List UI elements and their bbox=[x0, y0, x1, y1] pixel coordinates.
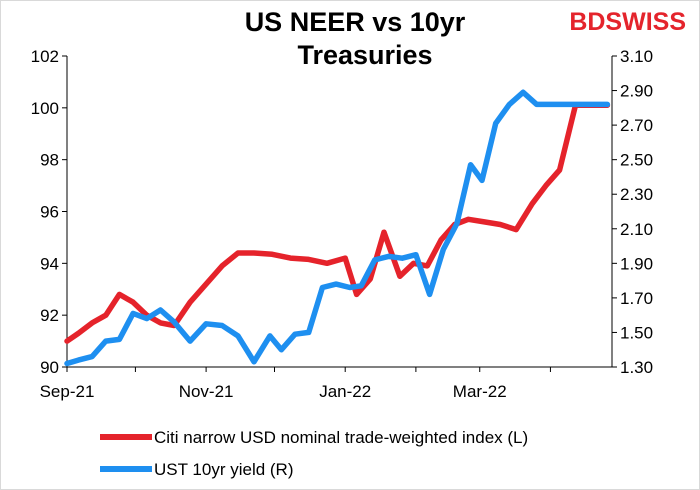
brand-logo-swiss: SWISS bbox=[605, 8, 686, 36]
y-left-tick-label: 100 bbox=[31, 99, 59, 118]
legend: Citi narrow USD nominal trade-weighted i… bbox=[100, 428, 528, 479]
y-left-tick-label: 94 bbox=[40, 254, 59, 273]
y-right-tick-label: 1.30 bbox=[620, 358, 653, 377]
x-tick-label: Mar-22 bbox=[453, 382, 507, 401]
series-line-citi bbox=[64, 102, 611, 344]
x-tick-label: Nov-21 bbox=[179, 382, 234, 401]
y-right-tick-label: 1.90 bbox=[620, 254, 653, 273]
y-right-tick-label: 3.10 bbox=[620, 47, 653, 66]
svg-text:BDSWISS: BDSWISS bbox=[569, 8, 686, 36]
legend-label-citi: Citi narrow USD nominal trade-weighted i… bbox=[154, 428, 528, 447]
x-tick-label: Sep-21 bbox=[40, 382, 95, 401]
chart-title-line-1: US NEER vs 10yr bbox=[245, 7, 466, 37]
y-left-tick-label: 92 bbox=[40, 306, 59, 325]
y-right-tick-label: 1.70 bbox=[620, 289, 653, 308]
brand-logo-bd: BD bbox=[569, 8, 605, 36]
y-left-tick-label: 102 bbox=[31, 47, 59, 66]
y-left-tick-label: 90 bbox=[40, 358, 59, 377]
series-line-ust bbox=[64, 89, 611, 367]
y-right-tick-label: 2.30 bbox=[620, 185, 653, 204]
y-right-tick-label: 2.70 bbox=[620, 116, 653, 135]
chart-title-line-2: Treasuries bbox=[297, 40, 432, 70]
series-layer bbox=[64, 89, 611, 367]
legend-label-ust: UST 10yr yield (R) bbox=[154, 460, 294, 479]
y-left-tick-label: 98 bbox=[40, 151, 59, 170]
y-left-tick-label: 96 bbox=[40, 203, 59, 222]
y-right-tick-label: 2.90 bbox=[620, 82, 653, 101]
brand-logo: BDSWISS bbox=[569, 8, 686, 36]
y-right-tick-label: 2.10 bbox=[620, 220, 653, 239]
x-tick-label: Jan-22 bbox=[319, 382, 371, 401]
y-right-tick-label: 2.50 bbox=[620, 151, 653, 170]
axes: 90 92 94 96 98 100 102 1.30 1.50 1.70 1.90 2.10 2.30… bbox=[31, 47, 653, 401]
chart-title: US NEER vs 10yr Treasuries bbox=[245, 7, 466, 70]
y-right-tick-label: 1.50 bbox=[620, 323, 653, 342]
